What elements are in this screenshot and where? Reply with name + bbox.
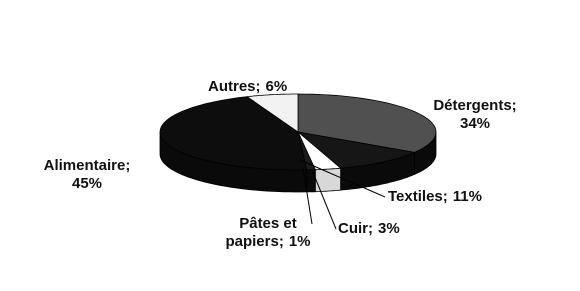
value-label: 3% <box>378 220 400 237</box>
slice-label: Pâtes et papiers; 1% <box>222 215 314 251</box>
leader-line <box>311 169 337 230</box>
category-label: Textiles; <box>388 188 448 205</box>
category-label: Détergents; <box>433 97 517 114</box>
slice <box>159 96 308 171</box>
slice-label: Cuir; 3% <box>338 220 428 238</box>
slice-label: Textiles; 11% <box>388 188 548 206</box>
value-label: 45% <box>71 175 103 192</box>
slice-side <box>306 169 316 193</box>
category-label: Autres; <box>208 78 261 95</box>
slice-label: Alimentaire; 45% <box>22 157 152 193</box>
slice <box>297 131 316 171</box>
value-label: 34% <box>459 115 491 132</box>
leader-line <box>302 167 313 225</box>
slice <box>246 93 299 133</box>
category-label: Alimentaire; <box>43 157 131 174</box>
value-label: 6% <box>265 78 288 95</box>
slice <box>296 131 416 169</box>
value-label: 11% <box>452 188 482 205</box>
slice-label: Autres; 6% <box>208 78 318 96</box>
value-label: 1% <box>288 233 311 250</box>
category-label: Pâtes et papiers; <box>225 215 297 250</box>
slice <box>297 131 342 171</box>
leader-line <box>299 159 386 198</box>
slice-label: Détergents; 34% <box>415 97 535 133</box>
category-label: Cuir; <box>338 220 373 237</box>
